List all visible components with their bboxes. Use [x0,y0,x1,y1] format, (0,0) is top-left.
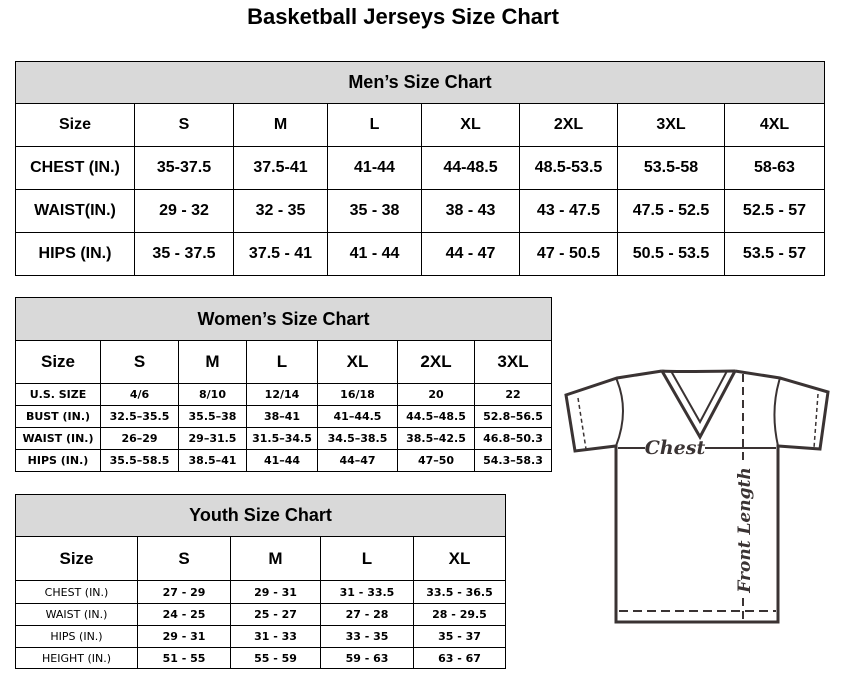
table-row: HIPS (IN.) 35.5–58.5 38.5–41 41–44 44–47 47–5… [15,449,553,472]
measurement-cell: 53.5 - 57 [724,232,825,276]
measurement-cell: 35 - 37.5 [134,232,234,276]
measurement-cell: 58-63 [724,146,825,190]
table-row: CHEST (IN.) 27 - 29 29 - 31 31 - 33.5 33.5 -… [15,580,507,604]
table-row: BUST (IN.) 32.5–35.5 35.5–38 38–41 41–44.5 44… [15,405,553,428]
row-label: BUST (IN.) [15,405,101,428]
measurement-cell: 38.5–42.5 [397,427,475,450]
men-chart-heading: Men’s Size Chart [15,61,825,104]
measurement-cell: 48.5-53.5 [519,146,618,190]
measurement-cell: 41-44 [327,146,422,190]
measurement-cell: 52.8–56.5 [473,405,553,428]
measurement-cell: 38 - 43 [421,189,520,233]
youth-chart-heading: Youth Size Chart [14,494,507,537]
size-column-header: L [320,536,414,581]
size-header-row: Size S M L XL 2XL 3XL 4XL [15,103,825,147]
measurement-cell: 38.5–41 [178,449,247,472]
measurement-cell: 25 - 27 [230,603,321,626]
measurement-cell: 41–44 [246,449,318,472]
size-column-header: XL [412,536,507,581]
measurement-cell: 31 - 33 [230,625,321,648]
row-label: WAIST (IN.) [15,603,138,626]
size-column-header: 2XL [397,340,475,384]
youth-size-table: Youth Size Chart Size S M L XL CHEST (IN.) 27 -… [14,494,507,669]
chest-label: Chest [645,437,706,459]
measurement-cell: 35.5–38 [178,405,247,428]
table-row: HEIGHT (IN.) 51 - 55 55 - 59 59 - 63 63 - 67 [15,647,507,669]
row-label: CHEST (IN.) [15,146,135,190]
measurement-cell: 32 - 35 [233,189,328,233]
measurement-cell: 44.5–48.5 [397,405,475,428]
measurement-cell: 63 - 67 [412,647,507,669]
jersey-icon [564,369,830,624]
measurement-cell: 31.5–34.5 [246,427,318,450]
measurement-cell: 26–29 [100,427,179,450]
measurement-cell: 51 - 55 [137,647,231,669]
table-row: HIPS (IN.) 35 - 37.5 37.5 - 41 41 - 44 44 - … [15,232,825,276]
measurement-cell: 29 - 31 [230,580,321,604]
size-column-header: S [134,103,234,147]
measurement-cell: 35 - 38 [327,189,422,233]
page-title: Basketball Jerseys Size Chart [247,4,559,29]
size-header-row: Size S M L XL 2XL 3XL [15,340,553,384]
row-label: HIPS (IN.) [15,449,101,472]
table-row: WAIST(IN.) 29 - 32 32 - 35 35 - 38 38 - 43 43… [15,189,825,233]
measurement-cell: 41 - 44 [327,232,422,276]
mens-size-table: Men’s Size Chart Size S M L XL 2XL 3XL 4XL CHEST … [15,61,825,276]
size-column-header: M [233,103,328,147]
size-column-header: L [246,340,318,384]
size-column-header: XL [421,103,520,147]
measurement-cell: 38–41 [246,405,318,428]
table-row: WAIST (IN.) 26–29 29–31.5 31.5–34.5 34.5–38.… [15,427,553,450]
measurement-cell: 43 - 47.5 [519,189,618,233]
measurement-cell: 46.8–50.3 [473,427,553,450]
measurement-cell: 55 - 59 [230,647,321,669]
measurement-cell: 28 - 29.5 [412,603,507,626]
measurement-cell: 33.5 - 36.5 [412,580,507,604]
size-label: Size [15,340,101,384]
size-column-header: 3XL [617,103,725,147]
measurement-cell: 44-48.5 [421,146,520,190]
size-column-header: L [327,103,422,147]
front-length-label: Front Length [735,467,755,593]
measurement-cell: 29–31.5 [178,427,247,450]
size-header-row: Size S M L XL [15,536,507,581]
size-column-header: S [137,536,231,581]
size-column-header: 2XL [519,103,618,147]
measurement-cell: 47 - 50.5 [519,232,618,276]
size-column-header: M [230,536,321,581]
measurement-cell: 54.3–58.3 [473,449,553,472]
measurement-cell: 35 - 37 [412,625,507,648]
table-row: CHEST (IN.) 35-37.5 37.5-41 41-44 44-48.5 48.… [15,146,825,190]
measurement-cell: 47–50 [397,449,475,472]
measurement-cell: 37.5 - 41 [233,232,328,276]
measurement-cell: 34.5–38.5 [317,427,398,450]
table-row: HIPS (IN.) 29 - 31 31 - 33 33 - 35 35 - 37 [15,625,507,648]
row-label: HEIGHT (IN.) [15,647,138,669]
row-label: WAIST(IN.) [15,189,135,233]
womens-size-table: Women’s Size Chart Size S M L XL 2XL 3XL U.S. SI… [14,297,553,472]
measurement-cell: 52.5 - 57 [724,189,825,233]
measurement-cell: 53.5-58 [617,146,725,190]
table-row: U.S. SIZE 4/6 8/10 12/14 16/18 20 22 [15,383,553,406]
size-label: Size [15,536,138,581]
row-label: HIPS (IN.) [15,232,135,276]
